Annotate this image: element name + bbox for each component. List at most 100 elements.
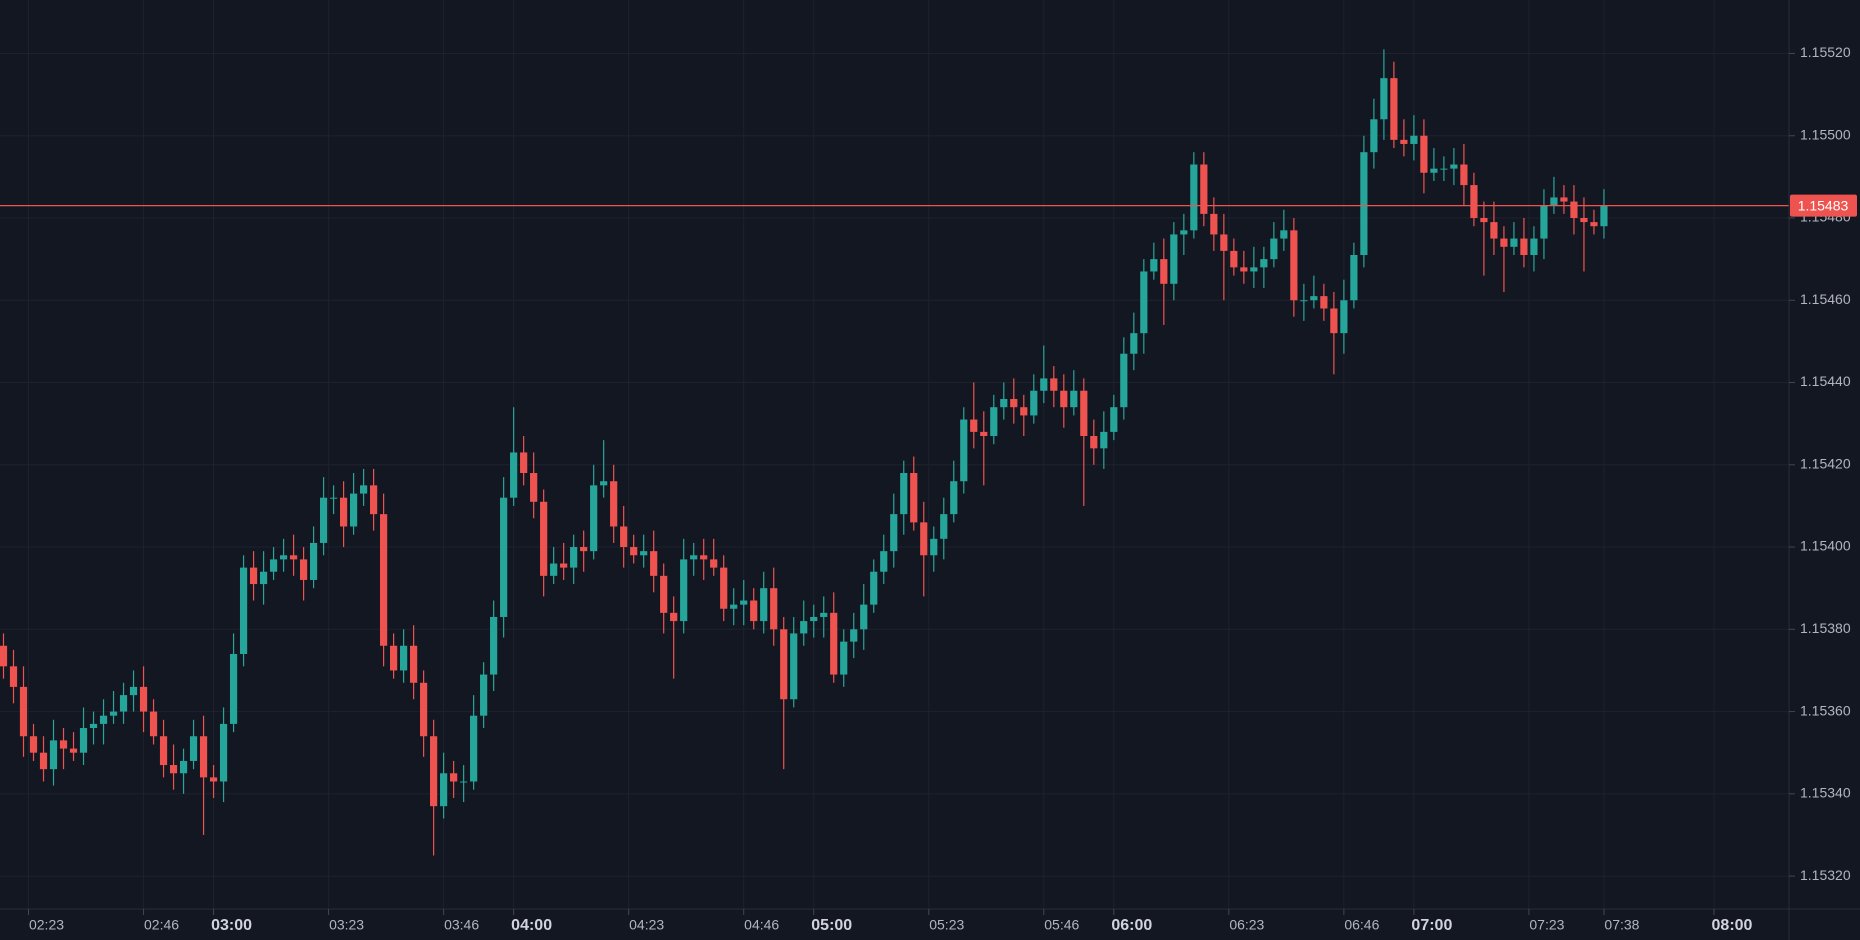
candle-body [1170,234,1178,284]
candle-body [1380,78,1388,120]
candle-body [360,485,368,494]
candle-body [1540,205,1548,239]
candle-body [99,715,108,724]
candle-body [259,571,268,585]
candle-body [309,542,318,580]
x-tick-label: 03:00 [211,917,252,934]
candle-body [610,481,618,527]
candle-body [1320,296,1328,309]
x-tick-label: 06:46 [1344,917,1379,933]
candle-body [349,493,358,527]
candle-body [1430,168,1438,173]
candle-body [1040,378,1048,391]
candle-body [640,551,648,556]
candle-body [560,563,568,568]
candle-body [510,452,518,498]
candle-body [920,522,928,556]
candle-body [710,559,718,568]
x-tick-label: 05:23 [929,917,964,933]
candle-body [249,567,258,585]
candle-body [199,736,208,778]
candle-body [520,452,528,474]
candle-body [600,481,608,486]
candle-body [1020,407,1028,416]
candle-body [1520,238,1528,256]
candle-body [390,645,398,671]
candle-body [169,765,178,774]
candle-body [1480,217,1488,223]
candle-body [540,501,548,576]
x-tick-label: 03:23 [329,917,364,933]
candle-body [239,567,248,654]
candle-body [900,473,908,515]
candle-body [650,551,658,576]
candle-body [299,559,308,580]
candle-body [69,748,78,753]
candle-body [830,612,838,675]
candle-body [700,555,708,560]
candle-body [319,497,328,543]
candle-body [1370,119,1378,153]
candle-body [720,567,728,609]
candle-body [1600,205,1608,227]
candle-body [49,740,58,770]
candle-body [39,752,48,770]
y-tick-label: 1.15360 [1800,702,1851,718]
x-tick-label: 02:46 [144,917,179,933]
candle-body [1340,300,1348,334]
candle-body [1410,135,1418,144]
candle-body [790,633,798,700]
candle-body [1500,238,1508,247]
candle-body [430,736,438,807]
candle-body [380,514,388,646]
candle-body [1550,197,1558,206]
candle-body [1260,259,1268,268]
y-tick-label: 1.15340 [1800,785,1851,801]
candle-body [370,485,378,515]
candle-body [530,473,538,502]
candle-body [1160,259,1168,284]
x-tick-label: 05:00 [811,917,852,934]
candle-body [1570,201,1578,218]
x-tick-label: 02:23 [29,917,64,933]
candle-body [1490,222,1498,239]
candle-body [570,547,578,568]
candle-body [950,481,958,515]
x-tick-label: 04:46 [744,917,779,933]
candle-body [1280,230,1288,239]
y-tick-label: 1.15320 [1800,867,1851,883]
x-tick-label: 07:38 [1604,917,1639,933]
candle-body [1310,296,1318,301]
candle-body [470,715,478,782]
candle-body [1360,152,1368,256]
y-tick-label: 1.15460 [1800,291,1851,307]
candle-body [740,600,748,605]
candle-body [840,641,848,675]
candle-body [690,555,698,560]
candle-body [189,736,198,761]
candle-body [329,497,338,499]
candle-body [1210,213,1218,235]
candle-body [460,781,468,783]
y-tick-label: 1.15380 [1800,620,1851,636]
x-tick-label: 05:46 [1044,917,1079,933]
candle-body [339,497,348,527]
candle-body [940,514,948,539]
candle-body [89,723,98,729]
candle-body [810,616,818,622]
x-tick-label: 06:23 [1229,917,1264,933]
candle-body [670,612,678,622]
candle-body [1050,378,1058,391]
candle-body [1240,267,1248,272]
candle-body [1150,259,1158,272]
candle-body [1580,217,1588,223]
candle-body [860,604,868,630]
candle-body [990,407,998,436]
candle-body [960,419,968,482]
candle-body [420,682,428,737]
candle-body [29,736,38,753]
candle-body [880,551,888,572]
candle-body [750,600,758,622]
x-tick-label: 04:23 [629,917,664,933]
